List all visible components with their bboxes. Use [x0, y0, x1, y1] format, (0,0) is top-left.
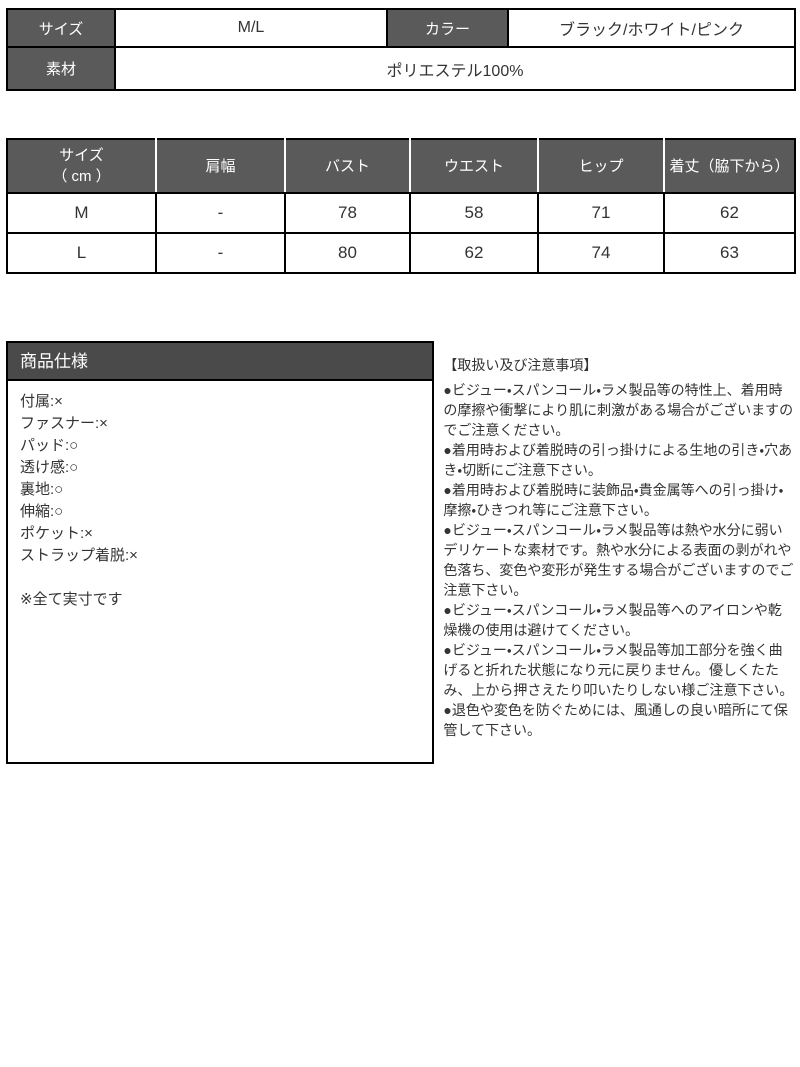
- handling-note-item: ●着用時および着脱時の引っ掛けによる生地の引き・穴あき・切断にご注意下さい。: [443, 442, 793, 478]
- bottom-section: 商品仕様 付属:× ファスナー:× パッド:○ 透け感:○ 裏地:○ 伸縮:○ …: [6, 341, 794, 764]
- size-value-cell: M/L: [114, 8, 388, 48]
- cell-hip: 74: [537, 232, 665, 274]
- product-spec-list: 付属:× ファスナー:× パッド:○ 透け感:○ 裏地:○ 伸縮:○ ポケット:…: [8, 381, 432, 567]
- cell-length: 63: [663, 232, 796, 274]
- list-item-pocket: ポケット:×: [20, 525, 93, 542]
- handling-note-item: ●着用時および着脱時に装飾品・貴金属等への引っ掛け・摩擦・ひきつれ等にご注意下さ…: [443, 482, 784, 518]
- product-spec-box: 商品仕様 付属:× ファスナー:× パッド:○ 透け感:○ 裏地:○ 伸縮:○ …: [6, 341, 435, 764]
- handling-notes-title: 【取扱い及び注意事項】: [443, 357, 598, 373]
- hip-header-cell: ヒップ: [537, 138, 665, 194]
- material-value-cell: ポリエステル100%: [114, 46, 796, 91]
- cell-waist: 58: [409, 192, 539, 234]
- cell-size: M: [6, 192, 157, 234]
- list-item-lining: 裏地:○: [20, 481, 64, 498]
- summary-row-material: 素材 ポリエステル100%: [6, 46, 796, 91]
- list-item-stretch: 伸縮:○: [20, 503, 64, 520]
- waist-header-cell: ウエスト: [409, 138, 539, 194]
- cell-bust: 78: [284, 192, 411, 234]
- summary-table: サイズ M/L カラー ブラック/ホワイト/ピンク 素材 ポリエステル100%: [6, 8, 796, 91]
- cell-waist: 62: [409, 232, 539, 274]
- handling-note-item: ●ビジュー・スパンコール・ラメ製品等は熱や水分に弱いデリケートな素材です。熱や水…: [443, 522, 794, 598]
- cell-shoulder: -: [155, 232, 286, 274]
- cell-bust: 80: [284, 232, 411, 274]
- shoulder-header-cell: 肩幅: [155, 138, 286, 194]
- list-item-pad: パッド:○: [20, 437, 79, 454]
- handling-note-item: ●退色や変色を防ぐためには、風通しの良い暗所にて保管して下さい。: [443, 702, 788, 738]
- list-item-fuzoku: 付属:×: [20, 393, 63, 410]
- list-item-strap: ストラップ着脱:×: [20, 547, 138, 564]
- bust-header-cell: バスト: [284, 138, 411, 194]
- cell-hip: 71: [537, 192, 665, 234]
- table-row-size-m: M - 78 58 71 62: [6, 192, 796, 234]
- product-spec-title: 商品仕様: [8, 343, 433, 381]
- size-header-line1: サイズ: [59, 147, 104, 164]
- cell-shoulder: -: [155, 192, 286, 234]
- handling-note-item: ●ビジュー・スパンコール・ラメ製品等加工部分を強く曲げると折れた状態になり元に戻…: [443, 642, 794, 698]
- handling-note-item: ●ビジュー・スパンコール・ラメ製品等の特性上、着用時の摩擦や衝撃により肌に刺激が…: [443, 382, 794, 438]
- summary-row-size-color: サイズ M/L カラー ブラック/ホワイト/ピンク: [6, 8, 796, 48]
- size-header-line2: （ cm ）: [52, 168, 111, 185]
- spec-measurement-note: ※全て実寸です: [20, 591, 123, 608]
- cell-size: L: [6, 232, 157, 274]
- handling-notes: 【取扱い及び注意事項】 ●ビジュー・スパンコール・ラメ製品等の特性上、着用時の摩…: [443, 341, 794, 740]
- size-cm-header-cell: サイズ （ cm ）: [6, 138, 157, 194]
- table-row-size-l: L - 80 62 74 63: [6, 232, 796, 274]
- size-chart-table: サイズ （ cm ） 肩幅 バスト ウエスト ヒップ 着丈（脇下から） M - …: [6, 138, 796, 274]
- size-label-cell: サイズ: [6, 8, 116, 48]
- list-item-fastener: ファスナー:×: [20, 415, 108, 432]
- length-header-cell: 着丈（脇下から）: [663, 138, 796, 194]
- color-value-cell: ブラック/ホワイト/ピンク: [507, 8, 796, 48]
- list-item-sheerness: 透け感:○: [20, 459, 79, 476]
- cell-length: 62: [663, 192, 796, 234]
- color-label-cell: カラー: [386, 8, 509, 48]
- handling-note-item: ●ビジュー・スパンコール・ラメ製品等へのアイロンや乾燥機の使用は避けてください。: [443, 602, 782, 638]
- size-chart-header-row: サイズ （ cm ） 肩幅 バスト ウエスト ヒップ 着丈（脇下から）: [6, 138, 796, 194]
- material-label-cell: 素材: [6, 46, 116, 91]
